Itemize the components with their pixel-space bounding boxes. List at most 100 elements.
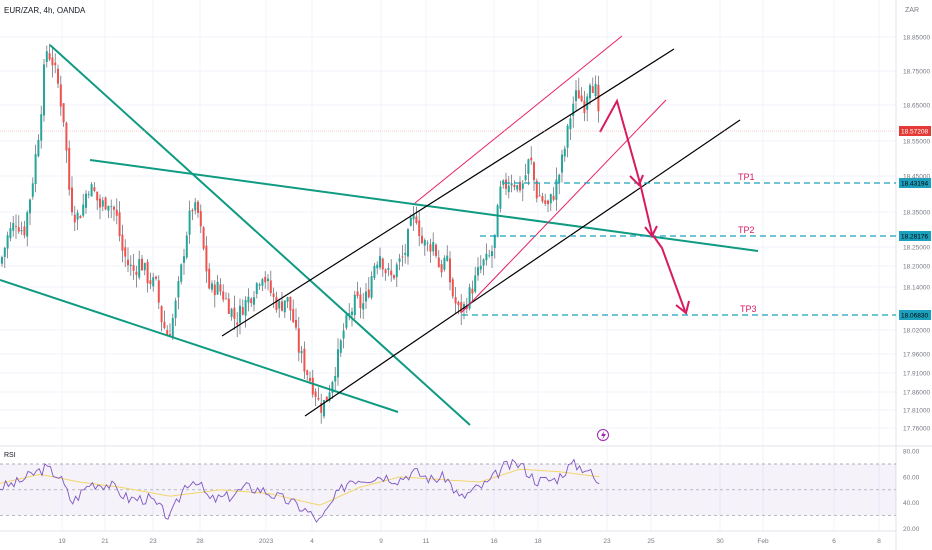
candle-body — [572, 103, 575, 117]
tp-price-badge — [899, 178, 931, 188]
candle-body — [155, 276, 157, 279]
candle-body — [505, 179, 507, 189]
candle-body — [199, 211, 202, 227]
price-tick-label: 18.55000 — [903, 139, 930, 146]
candle-body — [409, 217, 412, 226]
candle-body — [110, 206, 113, 208]
black-upper-channel-line[interactable] — [221, 48, 675, 337]
candle-body — [281, 301, 283, 311]
projection-arrows[interactable] — [599, 98, 690, 315]
candle-body — [538, 195, 541, 197]
tp-price-badge — [899, 231, 931, 241]
candle-body — [82, 204, 85, 216]
candle-body — [247, 296, 250, 303]
lightning-event-icon[interactable] — [597, 429, 609, 441]
candle-body — [577, 90, 580, 99]
candle-body — [48, 53, 51, 60]
candle-body — [127, 259, 129, 266]
candle-body — [365, 291, 367, 302]
time-axis[interactable]: 19 21 23 28 2023 4 9 11 16 18 23 25 30 Feb 6 8 — [58, 538, 881, 545]
candle-body — [250, 298, 253, 303]
candle-body — [328, 392, 331, 401]
candle-body — [73, 214, 76, 223]
candle-body — [432, 242, 435, 252]
last-price-badge — [899, 126, 931, 136]
candle-body — [99, 198, 101, 208]
candle-body — [225, 298, 227, 300]
candle-body — [544, 200, 547, 204]
candle-body — [213, 284, 216, 296]
time-tick-label: 21 — [101, 538, 109, 545]
candle-body — [423, 240, 426, 246]
candle-body — [558, 174, 561, 183]
candle-body — [356, 291, 359, 297]
candle-body — [404, 253, 407, 255]
candle-body — [194, 202, 197, 211]
candle-body — [373, 265, 376, 278]
candle-body — [115, 209, 118, 216]
candle-body — [563, 148, 566, 157]
candle-body — [513, 184, 516, 188]
candle-body — [488, 255, 491, 257]
candle-body — [76, 212, 79, 220]
teal-horizontal-trendline[interactable] — [89, 159, 759, 252]
candle-body — [239, 305, 241, 323]
teal-descending-trendline[interactable] — [49, 44, 471, 426]
candle-body — [57, 68, 59, 84]
teal-lower-channel-line[interactable] — [0, 279, 399, 413]
candle-body — [174, 300, 177, 319]
pink-upper-channel-line[interactable] — [414, 35, 623, 204]
candle-body — [351, 311, 353, 315]
candle-body — [300, 350, 303, 354]
time-tick-label: 8 — [877, 538, 881, 545]
candle-body — [549, 194, 552, 204]
rsi-tick-label: 80.00 — [903, 449, 920, 456]
candle-body — [435, 244, 437, 256]
candle-body — [141, 258, 143, 271]
candle-body — [367, 289, 370, 298]
pink-lower-channel-line[interactable] — [461, 99, 667, 313]
candle-body — [320, 403, 323, 413]
candle-body — [87, 193, 90, 195]
candle-body — [561, 154, 563, 173]
candle-body — [143, 263, 146, 271]
price-scale[interactable]: 18.85000 18.75000 18.65000 18.55000 18.45000… — [903, 35, 930, 433]
candle-body — [491, 251, 493, 257]
candle-body — [376, 264, 379, 269]
candle-body — [496, 205, 499, 238]
projection-path[interactable] — [599, 98, 686, 312]
candle-body — [23, 226, 26, 236]
candle-body — [516, 185, 519, 190]
candle-body — [227, 298, 230, 314]
candle-body — [121, 234, 124, 251]
candle-body — [208, 268, 211, 289]
candle-body — [440, 264, 443, 273]
candle-body — [124, 247, 127, 257]
candle-body — [443, 257, 446, 270]
time-tick-label: 6 — [832, 538, 836, 545]
candle-body — [219, 284, 222, 292]
trend-drawings[interactable] — [0, 35, 759, 426]
candle-body — [589, 85, 591, 99]
tp-label: TP2 — [738, 225, 755, 235]
price-tick-label: 17.86000 — [903, 390, 930, 397]
candle-body — [17, 227, 20, 232]
candle-body — [393, 275, 395, 279]
candle-body — [303, 348, 306, 372]
price-tick-label: 18.65000 — [903, 103, 930, 110]
candle-body — [477, 267, 479, 276]
price-tick-label: 18.45000 — [903, 174, 930, 181]
price-tick-label: 18.25000 — [903, 245, 930, 252]
candle-body — [138, 259, 141, 278]
candle-body — [107, 205, 110, 211]
candle-body — [395, 264, 398, 278]
candle-body — [160, 306, 163, 323]
candle-body — [275, 297, 278, 310]
candle-body — [29, 199, 31, 214]
candle-body — [1, 257, 3, 264]
rsi-tick-label: 20.00 — [903, 526, 920, 533]
candle-body — [79, 215, 82, 219]
candle-body — [169, 334, 171, 336]
black-lower-channel-line[interactable] — [304, 119, 741, 417]
